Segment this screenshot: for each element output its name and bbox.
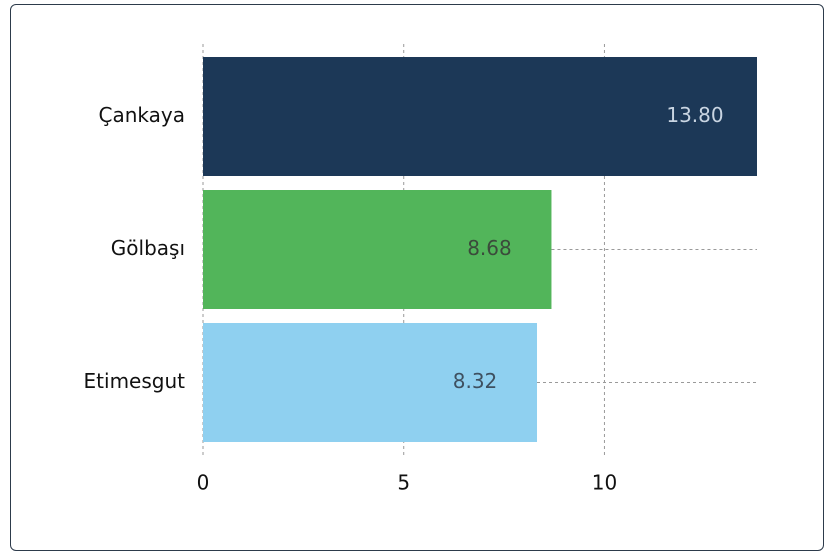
value-label: 8.32: [453, 369, 498, 393]
chart-frame: [10, 4, 824, 551]
category-label: Etimesgut: [84, 369, 186, 393]
x-tick-label: 5: [397, 471, 410, 495]
x-tick-label: 10: [592, 471, 617, 495]
category-label: Gölbaşı: [111, 236, 185, 260]
bar: [203, 323, 538, 442]
category-label: Çankaya: [99, 103, 185, 127]
value-label: 8.68: [467, 236, 512, 260]
x-tick-label: 0: [197, 471, 210, 495]
bar: [203, 57, 757, 176]
bar: [203, 190, 552, 309]
value-label: 13.80: [666, 103, 723, 127]
